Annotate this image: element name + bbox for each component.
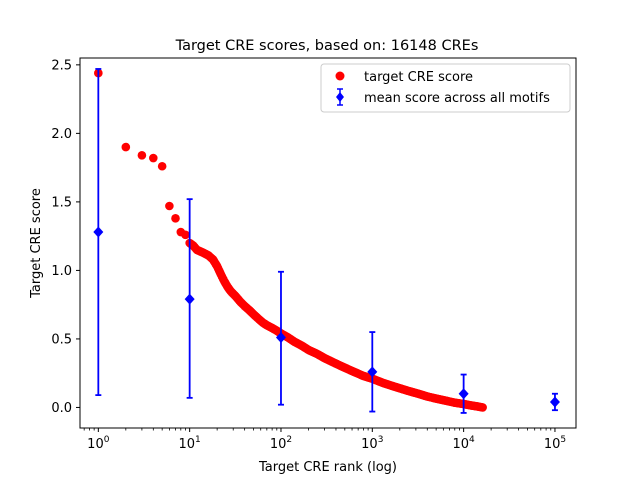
mean-point bbox=[549, 396, 560, 408]
mean-point bbox=[184, 293, 195, 305]
y-axis-ticks: 0.0 0.5 1.0 1.5 2.0 2.5 bbox=[51, 58, 80, 416]
legend-marker-mean-score bbox=[336, 92, 344, 102]
scatter-point bbox=[478, 403, 487, 412]
scatter-point bbox=[137, 150, 147, 160]
chart-title: Target CRE scores, based on: 16148 CREs bbox=[175, 38, 479, 54]
mean-point bbox=[367, 366, 378, 378]
x-tick-label: 100 bbox=[87, 435, 110, 452]
legend: target CRE score mean score across all m… bbox=[320, 63, 571, 113]
scatter-point bbox=[171, 214, 180, 223]
x-tick-label: 101 bbox=[179, 435, 201, 452]
scatter-point bbox=[157, 161, 167, 171]
legend-marker-target-cre-score bbox=[335, 71, 345, 81]
scatter-point bbox=[181, 230, 190, 240]
mean-point bbox=[93, 226, 104, 238]
y-tick-label: 0.0 bbox=[51, 401, 72, 416]
scatter-point bbox=[149, 153, 158, 163]
plot-frame bbox=[79, 57, 577, 429]
legend-box bbox=[320, 63, 571, 113]
plot-area bbox=[93, 68, 560, 414]
y-tick-label: 1.5 bbox=[51, 195, 72, 210]
x-tick-label: 102 bbox=[270, 435, 292, 452]
x-tick-label: 105 bbox=[544, 435, 566, 452]
y-tick-label: 2.0 bbox=[51, 127, 72, 142]
y-tick-label: 0.5 bbox=[51, 332, 72, 347]
scatter-point bbox=[121, 142, 131, 152]
x-tick-label: 104 bbox=[452, 435, 475, 452]
x-tick-label: 103 bbox=[361, 435, 383, 452]
scatter-point bbox=[165, 201, 174, 211]
mean-point bbox=[275, 332, 286, 344]
y-axis-label: Target CRE score bbox=[29, 188, 44, 299]
y-tick-label: 2.5 bbox=[51, 58, 72, 73]
legend-label-target-cre-score: target CRE score bbox=[364, 70, 473, 85]
y-tick-label: 1.0 bbox=[51, 264, 72, 279]
legend-label-mean-score: mean score across all motifs bbox=[364, 91, 550, 106]
x-axis-label: Target CRE rank (log) bbox=[258, 460, 397, 475]
mean-point bbox=[458, 388, 469, 400]
x-axis-ticks: 100 101 102 103 104 105 bbox=[83, 428, 566, 452]
